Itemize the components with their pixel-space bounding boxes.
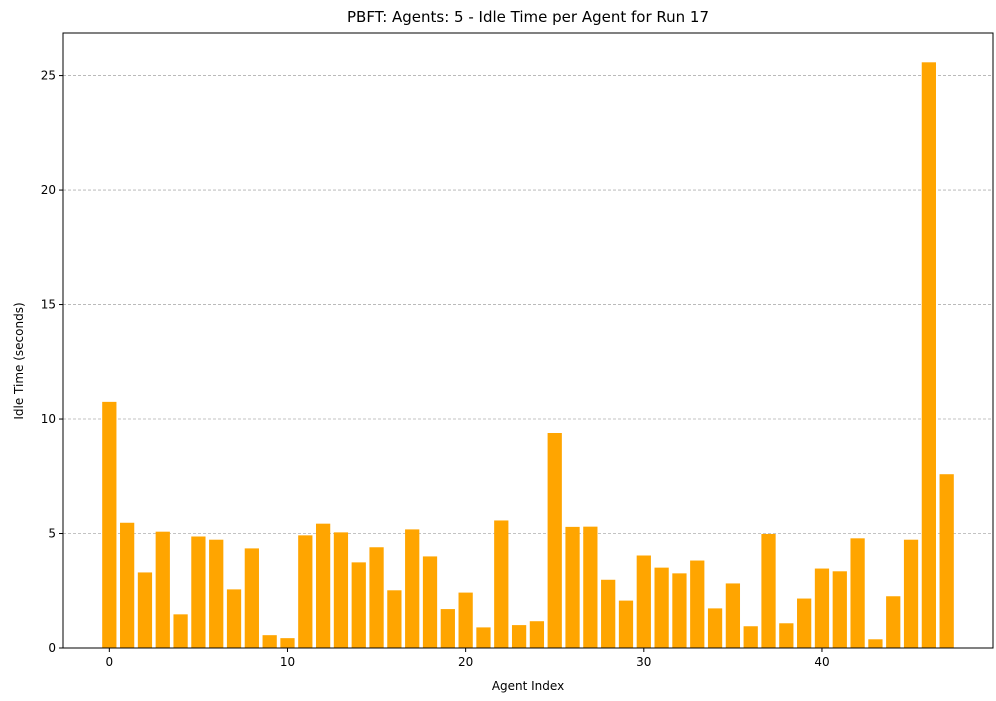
y-tick-label: 0	[48, 641, 56, 655]
bar	[725, 583, 741, 648]
bar	[939, 474, 954, 648]
bar	[476, 627, 491, 648]
bar	[173, 614, 188, 648]
bar	[601, 579, 616, 648]
bar	[565, 526, 580, 648]
bar	[102, 401, 117, 648]
bar	[547, 433, 562, 648]
y-tick-label: 20	[41, 183, 56, 197]
bar	[191, 536, 206, 648]
bars	[102, 62, 954, 649]
bar	[654, 567, 669, 648]
bar	[583, 526, 598, 648]
bar	[244, 548, 259, 648]
bar	[494, 520, 509, 648]
bar	[333, 532, 349, 648]
bar	[120, 522, 135, 648]
y-ticks: 0 5 10 15 20 25	[41, 69, 63, 655]
bar	[921, 62, 936, 649]
bar	[868, 639, 883, 648]
y-tick-label: 15	[41, 298, 56, 312]
bar	[440, 609, 455, 648]
bar	[618, 600, 634, 648]
plot-frame	[62, 32, 994, 649]
bar	[743, 626, 758, 648]
bar	[636, 555, 651, 648]
bar	[672, 573, 687, 648]
bar	[779, 623, 794, 648]
bar	[405, 529, 420, 648]
bar	[886, 596, 901, 648]
bar	[387, 590, 402, 648]
x-tick-label: 40	[814, 655, 829, 669]
bar	[351, 562, 366, 648]
bar	[137, 572, 153, 648]
x-axis-label: Agent Index	[492, 679, 564, 693]
bar	[850, 538, 865, 648]
y-tick-label: 10	[41, 412, 56, 426]
x-tick-label: 20	[458, 655, 473, 669]
bar	[797, 598, 812, 648]
bar	[511, 625, 527, 648]
bar	[690, 560, 705, 648]
bar	[761, 533, 776, 648]
bar	[315, 523, 331, 648]
bar	[529, 621, 545, 648]
bar	[458, 592, 473, 648]
x-tick-label: 30	[636, 655, 651, 669]
bar	[280, 638, 295, 648]
bar	[262, 635, 277, 648]
axes	[62, 32, 994, 649]
bar	[903, 539, 919, 648]
y-tick-label: 5	[48, 527, 56, 541]
bar	[832, 571, 847, 648]
bar	[209, 539, 224, 648]
x-ticks: 0 10 20 30 40	[106, 648, 830, 669]
y-axis-label: Idle Time (seconds)	[12, 302, 26, 419]
x-tick-label: 0	[106, 655, 114, 669]
bar	[226, 589, 242, 648]
bar	[707, 608, 723, 648]
x-tick-label: 10	[280, 655, 295, 669]
y-tick-label: 25	[41, 69, 56, 83]
bar	[298, 535, 313, 648]
bar	[369, 547, 384, 648]
bar	[422, 556, 438, 648]
chart-title: PBFT: Agents: 5 - Idle Time per Agent fo…	[347, 8, 709, 26]
bar	[155, 531, 170, 648]
bar	[814, 568, 830, 648]
